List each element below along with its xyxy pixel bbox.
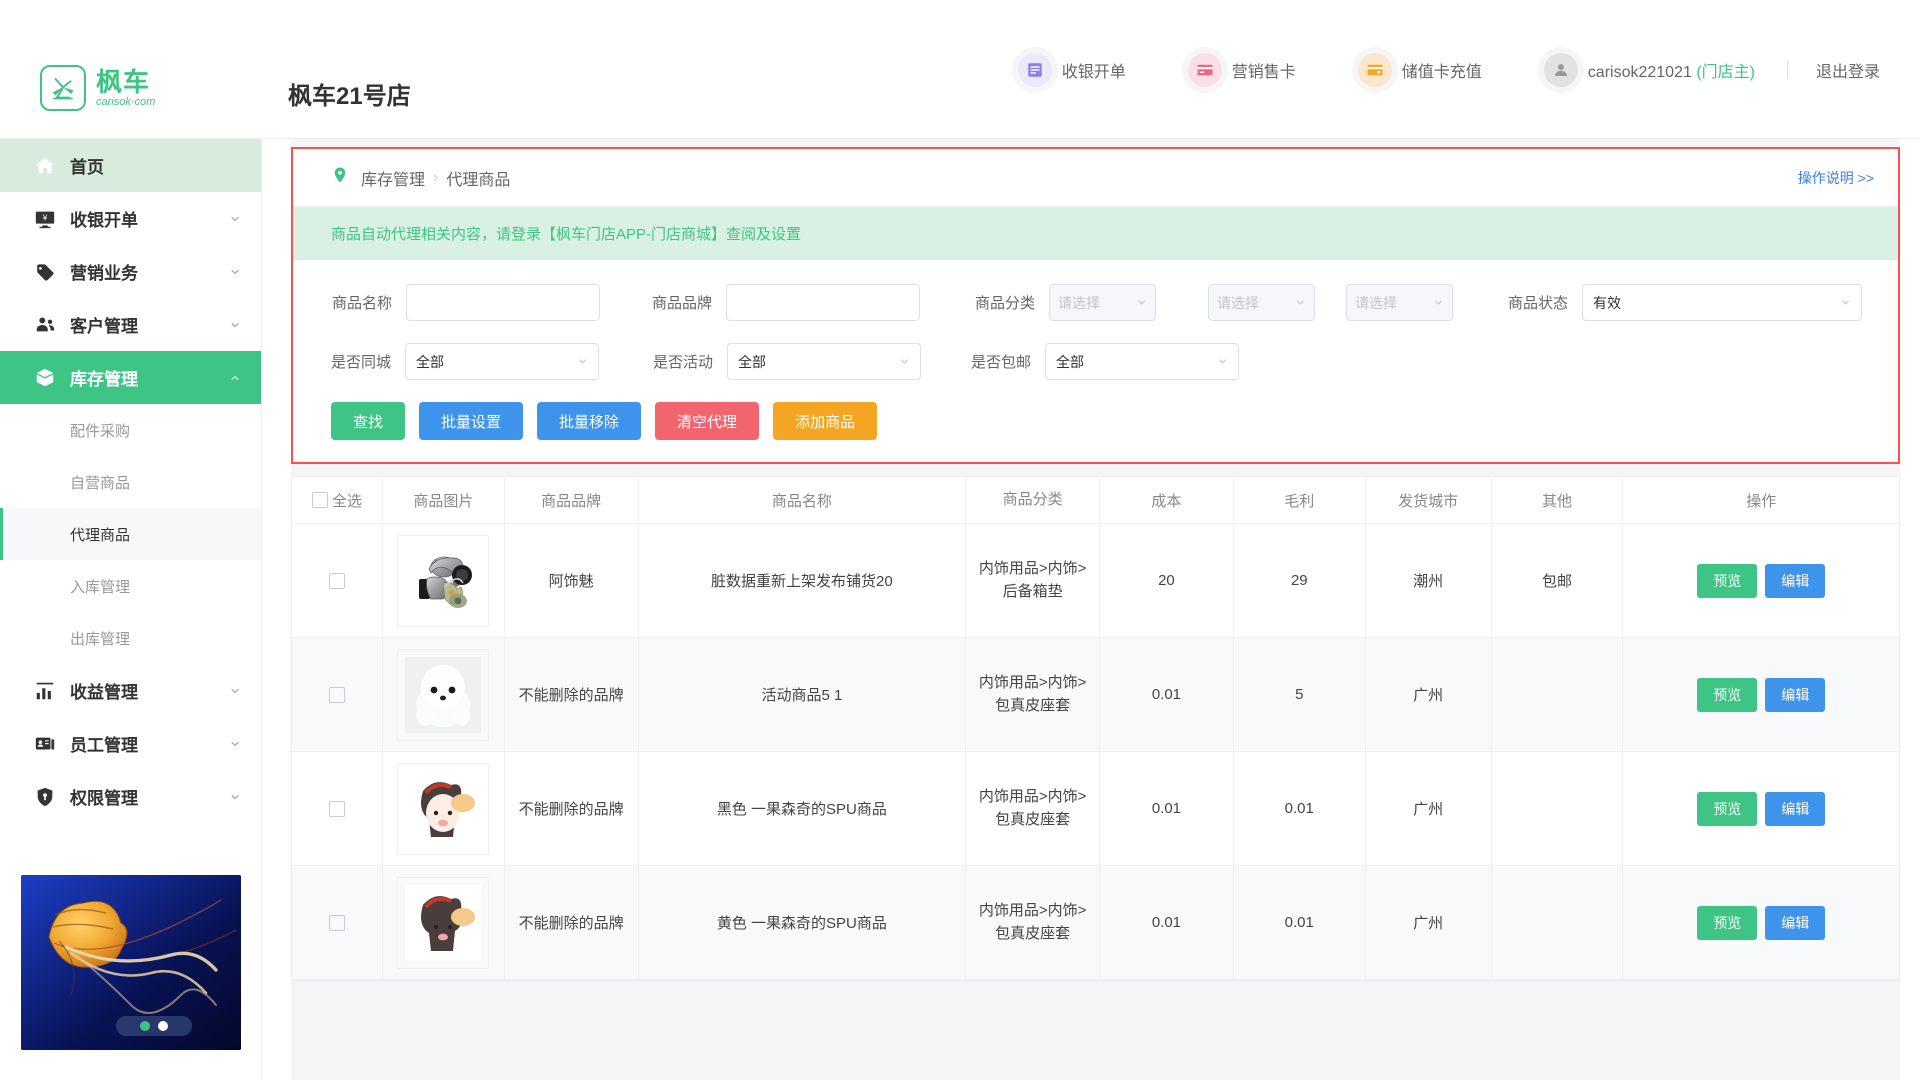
svg-text:¥: ¥: [42, 213, 48, 222]
